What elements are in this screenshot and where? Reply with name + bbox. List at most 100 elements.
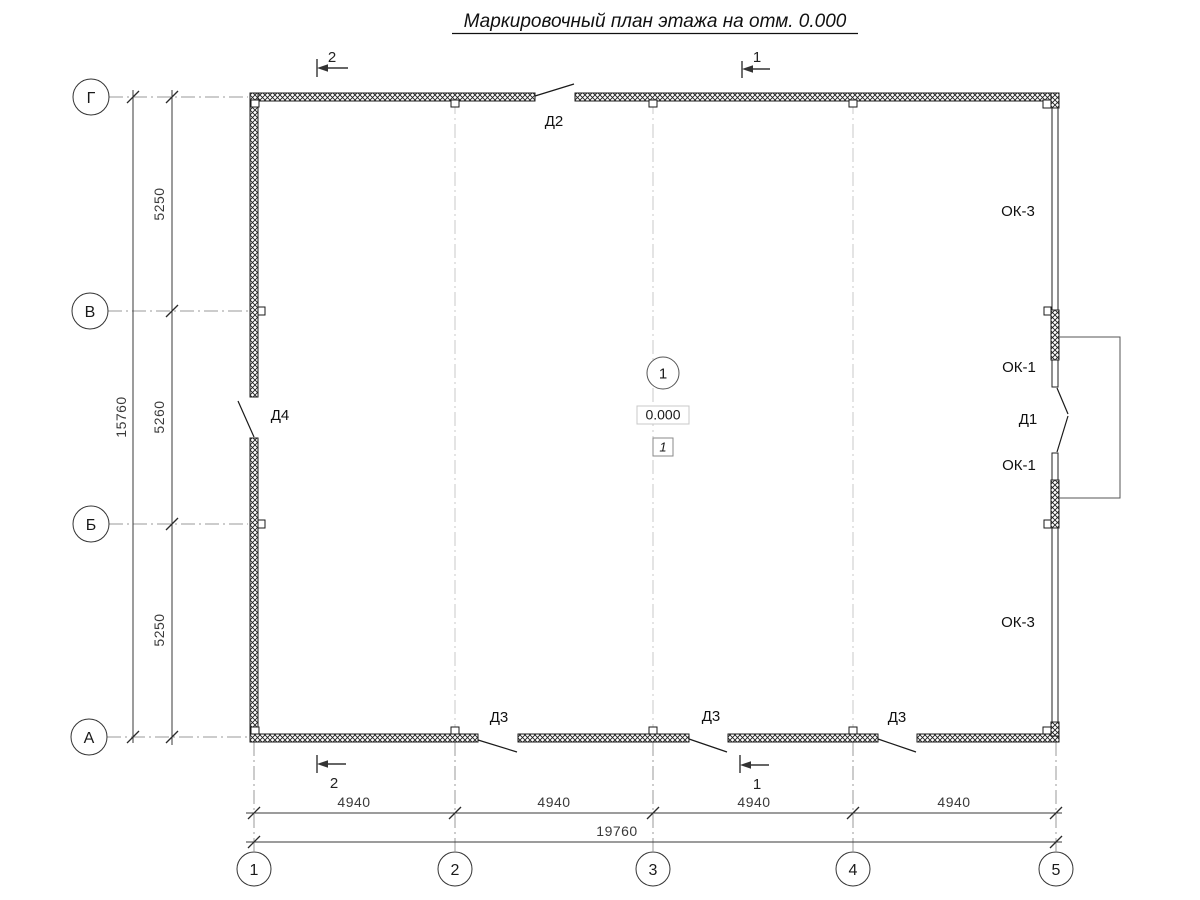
wall-right-pier-lower bbox=[1050, 479, 1060, 529]
dim-tick bbox=[1049, 806, 1063, 820]
window-label-ok1-top: ОК-1 bbox=[1002, 359, 1036, 376]
door-label-d3-2: Д3 bbox=[702, 708, 721, 725]
bottom-dimensions: 4940 4940 4940 4940 19760 bbox=[246, 794, 1063, 849]
dim-tick bbox=[126, 90, 140, 104]
column-marker bbox=[250, 99, 260, 108]
dim-tick bbox=[646, 806, 660, 820]
axis-bubble-col-3 bbox=[635, 851, 671, 887]
axis-bubble-row-v bbox=[71, 292, 109, 330]
dim-value-bottom-1: 4940 bbox=[337, 794, 370, 810]
wall-left-upper-segment bbox=[249, 92, 259, 398]
dim-tick bbox=[1049, 835, 1063, 849]
dim-tick bbox=[448, 806, 462, 820]
axis-bubble-col-1 bbox=[236, 851, 272, 887]
axis-label-row-a: А bbox=[84, 730, 95, 747]
dim-tick bbox=[165, 90, 179, 104]
door-d3-leaf-2 bbox=[688, 738, 728, 753]
walls bbox=[249, 92, 1060, 743]
dim-value-left-3: 5250 bbox=[151, 613, 167, 646]
wall-bottom-segment-2 bbox=[517, 733, 690, 743]
dim-tick bbox=[165, 304, 179, 318]
section-mark-label: 1 bbox=[753, 49, 761, 66]
dim-tick bbox=[247, 806, 261, 820]
axis-bubble-col-4 bbox=[835, 851, 871, 887]
column-marker bbox=[848, 726, 858, 735]
column-marker bbox=[648, 726, 658, 735]
column-marker bbox=[1043, 519, 1052, 529]
axis-label-col-5: 5 bbox=[1052, 862, 1061, 879]
left-dimensions: 5250 5260 5250 15760 bbox=[113, 90, 179, 745]
axis-bubble-row-a bbox=[70, 718, 108, 756]
axis-label-col-1: 1 bbox=[250, 862, 259, 879]
door-label-d3-3: Д3 bbox=[888, 709, 907, 726]
window-ok1-bottom bbox=[1051, 452, 1059, 481]
wall-right-corner-top bbox=[1050, 92, 1060, 109]
section-arrow-icon bbox=[740, 761, 751, 769]
grid-lines bbox=[107, 96, 1057, 851]
axis-label-row-v: В bbox=[85, 304, 96, 321]
wall-bottom-segment-1 bbox=[249, 733, 479, 743]
zone-tag-value: 1 bbox=[659, 440, 666, 455]
element-labels: Д2 Д4 Д1 Д3 Д3 Д3 ОК-3 ОК-1 ОК-1 ОК-3 bbox=[271, 113, 1038, 726]
axis-bubble-col-2 bbox=[437, 851, 473, 887]
door-d1-leaf-bottom bbox=[1056, 415, 1069, 453]
dim-value-bottom-4: 4940 bbox=[937, 794, 970, 810]
section-marks: 2 1 2 1 bbox=[316, 49, 770, 793]
axis-label-col-4: 4 bbox=[849, 862, 858, 879]
section-arrow-icon bbox=[317, 64, 328, 72]
wall-right-pier-upper bbox=[1050, 309, 1060, 361]
dim-tick bbox=[126, 730, 140, 744]
room-markers: 1 0.000 1 bbox=[636, 356, 690, 457]
column-markers bbox=[250, 99, 1052, 735]
door-d1-leaf-top bbox=[1056, 387, 1069, 415]
column-marker bbox=[1043, 306, 1052, 316]
axis-label-col-3: 3 bbox=[649, 862, 658, 879]
axis-bubble-row-g bbox=[72, 78, 110, 116]
window-label-ok3-top: ОК-3 bbox=[1001, 203, 1035, 220]
dim-value-left-overall: 15760 bbox=[113, 396, 129, 437]
dim-tick bbox=[165, 517, 179, 531]
window-ok3-top bbox=[1051, 107, 1059, 311]
section-mark-1-top: 1 bbox=[741, 49, 770, 78]
column-marker bbox=[648, 99, 658, 108]
window-ok1-top bbox=[1051, 359, 1059, 388]
dim-tick bbox=[846, 806, 860, 820]
wall-top-right-segment bbox=[574, 92, 1060, 102]
zone-tag-box bbox=[652, 437, 674, 457]
column-marker bbox=[257, 519, 266, 529]
door-d4-leaf bbox=[237, 400, 255, 438]
column-marker bbox=[257, 306, 266, 316]
drawing-title: Маркировочный план этажа на отм. 0.000 bbox=[464, 11, 847, 32]
wall-bottom-segment-3 bbox=[727, 733, 879, 743]
axis-bubble-col-5 bbox=[1038, 851, 1074, 887]
door-label-d4: Д4 bbox=[271, 407, 290, 424]
door-d3-leaf-3 bbox=[877, 738, 917, 753]
wall-left-lower-segment bbox=[249, 437, 259, 743]
axis-label-row-b: Б bbox=[86, 517, 97, 534]
section-mark-label: 2 bbox=[330, 775, 338, 792]
windows bbox=[1051, 107, 1059, 723]
axis-bubble-row-b bbox=[72, 505, 110, 543]
dim-tick bbox=[247, 835, 261, 849]
column-marker bbox=[450, 726, 460, 735]
elevation-value: 0.000 bbox=[645, 407, 680, 423]
dim-value-left-1: 5250 bbox=[151, 187, 167, 220]
column-marker bbox=[848, 99, 858, 108]
section-mark-label: 1 bbox=[753, 776, 761, 793]
wall-right-corner-bottom bbox=[1050, 721, 1060, 737]
column-marker bbox=[450, 99, 460, 108]
dim-value-bottom-overall: 19760 bbox=[596, 823, 637, 839]
room-number: 1 bbox=[659, 366, 667, 383]
section-arrow-icon bbox=[742, 65, 753, 73]
window-ok3-bottom bbox=[1051, 527, 1059, 723]
dim-value-bottom-2: 4940 bbox=[537, 794, 570, 810]
column-marker bbox=[1042, 726, 1052, 735]
door-label-d2: Д2 bbox=[545, 113, 564, 130]
elevation-box bbox=[636, 405, 690, 425]
window-label-ok3-bottom: ОК-3 bbox=[1001, 614, 1035, 631]
dim-value-left-2: 5260 bbox=[151, 400, 167, 433]
section-mark-2-top: 2 bbox=[316, 49, 348, 77]
window-label-ok1-bottom: ОК-1 bbox=[1002, 457, 1036, 474]
